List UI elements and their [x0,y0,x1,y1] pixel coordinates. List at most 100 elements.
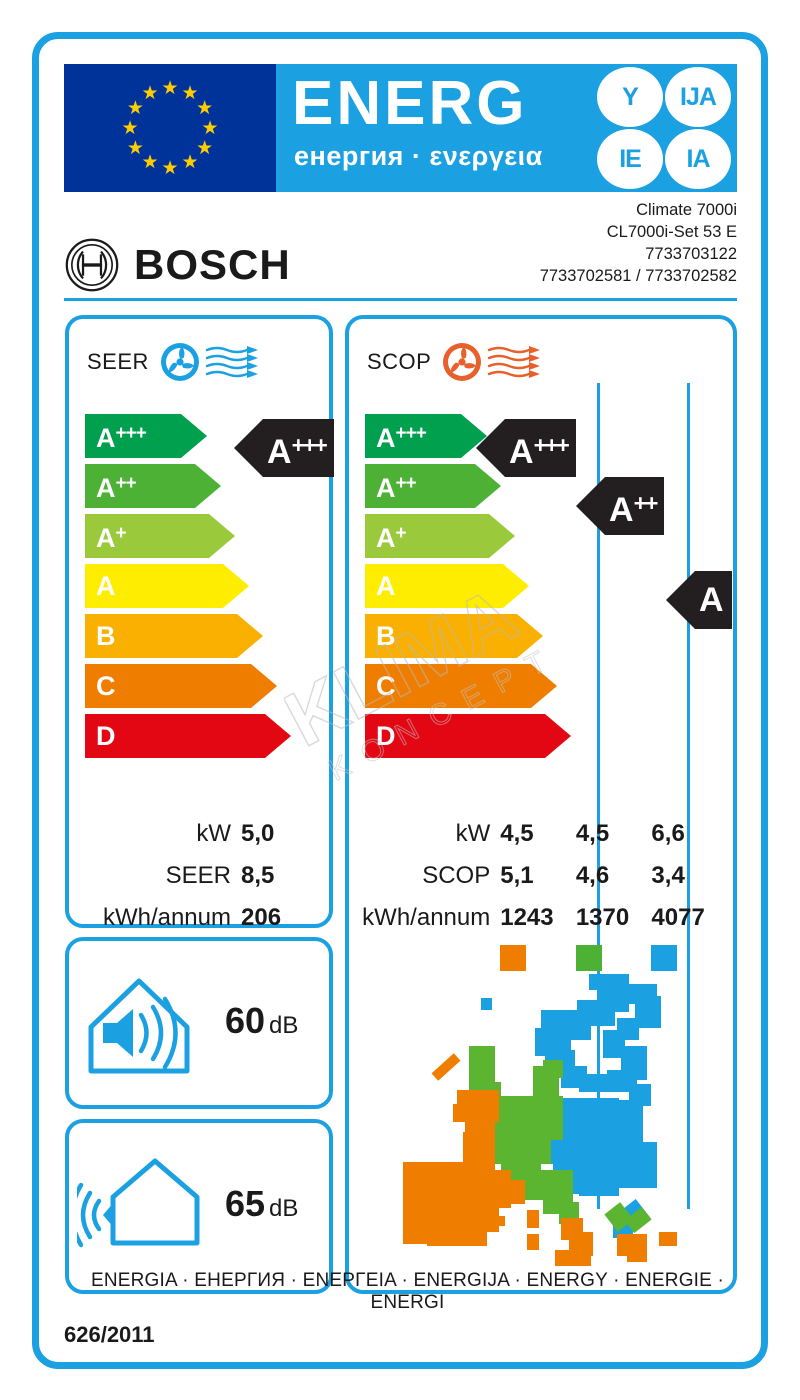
eu-star: ★ [181,152,199,174]
cooling-grade-arrow-tip [195,464,221,508]
heating-value-scop-average: 4,6 [575,862,610,889]
heating-fan-icon [443,343,541,381]
heating-value-kwh-warmer: 1243 [500,904,554,931]
cooling-panel: SEER [65,315,334,931]
product-set-code: CL7000i-Set 53 E [606,223,737,241]
indoor-noise-value: 60 [225,999,266,1041]
heating-values-table: kW 4,5 4,5 6,6 SCOP 5,1 4,6 3,4 kWh/annum 1243 137… [349,813,727,979]
heating-grade-label: A+ [376,523,407,553]
eu-star: ★ [141,152,159,174]
eu-star: ★ [196,137,214,159]
outdoor-noise-value: 65 [225,1183,266,1224]
cooling-grade-label: C [96,670,116,701]
heating-grade-label: A+++ [376,423,427,453]
label-footer: ENERGIA · ЕНЕРГИЯ · ΕΝΕΡΓΕΙΑ · ENERGIJA … [64,1270,737,1348]
zone-swatch-cell [500,945,576,976]
cooling-grade-row: D [85,714,291,758]
outdoor-noise-value-group: 65 dB [225,1186,298,1227]
cooling-grade-row: A++ [85,464,291,508]
cooling-grade-arrow-tip [181,414,207,458]
cooling-grade-arrow-tip [265,714,291,758]
energ-subtitle: енергия · ενεργεια [294,141,543,171]
cooling-grade-label: A+++ [96,423,147,453]
cooling-grade-arrow-tip [251,664,277,708]
cooling-value-row: kWh/annum 206 [69,897,321,939]
cooling-value-label: kWh/annum [102,904,231,931]
bosch-wordmark: BOSCH [134,241,291,288]
cooling-values-table: kW 5,0 SEER 8,5 kWh/annum 206 [69,813,321,939]
heating-grade-arrow-tip [531,664,557,708]
cooling-grade-label: A+ [96,523,127,553]
energ-banner: ENERG енергия · ενεργεια Y IJA IE IA [276,64,737,192]
cooling-value-label: kW [196,820,231,847]
heating-grade-arrow-tip [503,564,529,608]
cooling-rating-badge: A+++ [234,419,334,477]
circle-ia: IA [665,129,731,189]
heating-panel: SCOP [345,315,737,1294]
eu-star: ★ [196,97,214,119]
product-number: 7733703122 [645,245,737,263]
heating-value-kw-warmer: 4,5 [500,820,534,847]
badge-notch [576,477,605,535]
zone-swatch-average [575,945,602,971]
eu-star: ★ [181,82,199,104]
footer-regulation-number: 626/2011 [64,1322,155,1347]
header-divider [64,298,737,301]
heating-grade-row: A+++ [365,414,571,458]
zone-divider-2 [687,383,690,1209]
cooling-mode-header: SEER [87,341,267,383]
outdoor-noise-panel: 65 dB [65,1119,333,1294]
heating-rating-badge-colder: A [666,571,732,629]
heating-value-kw-colder: 6,6 [651,820,685,847]
heating-value-row: SCOP 5,1 4,6 3,4 [349,855,727,897]
heating-value-scop-colder: 3,4 [651,862,685,889]
cooling-grade-arrow-tip [237,614,263,658]
eu-star: ★ [121,117,139,139]
heating-value-kwh-average: 1370 [575,904,630,931]
bosch-armature-icon [65,238,119,292]
zone-swatch-colder [651,945,678,971]
eu-star: ★ [126,137,144,159]
heating-grade-row: A [365,564,571,608]
heating-grade-label: A++ [376,473,417,503]
heating-value-scop-warmer: 5,1 [500,862,534,889]
heating-grade-row: D [365,714,571,758]
cooling-grade-row: A+ [85,514,291,558]
indoor-noise-unit: dB [269,1011,299,1039]
eu-flag-icon: ★ ★ ★ ★ ★ ★ ★ ★ ★ ★ ★ ★ [64,64,276,192]
eu-star: ★ [201,117,219,139]
circle-ija: IJA [665,67,731,127]
circle-y: Y [597,67,663,127]
heating-grade-arrow-tip [517,614,543,658]
indoor-sound-house-icon [88,978,190,1074]
cooling-value-number: 5,0 [241,820,275,847]
cooling-value-row: SEER 8,5 [69,855,321,897]
cooling-value-label: SEER [165,862,231,889]
product-unit-numbers: 7733702581 / 7733702582 [539,267,737,285]
cooling-grade-row: B [85,614,291,658]
heating-grade-row: B [365,614,571,658]
bosch-logo: BOSCH [64,237,291,293]
product-identification: Climate 7000i CL7000i-Set 53 E 773370312… [540,199,737,287]
heating-value-row: kW 4,5 4,5 6,6 [349,813,727,855]
badge-notch [476,419,505,477]
heating-value-kw-average: 4,5 [575,820,610,847]
zone-swatch-row [349,939,727,979]
heating-rating-badge-average: A++ [576,477,665,535]
eu-star: ★ [161,157,179,179]
badge-notch [234,419,263,477]
heating-grade-label: A [376,570,396,601]
indoor-noise-value-group: 60 dB [225,999,299,1044]
product-model-name: Climate 7000i [636,201,737,219]
language-suffix-circles: Y IJA IE IA [597,67,731,189]
heating-rating-text-warmer: A+++ [509,431,570,471]
zone-divider-1 [597,383,600,1209]
heating-rating-text-average: A++ [609,489,658,529]
heating-value-kwh-colder: 4077 [651,904,705,931]
heating-mode-header: SCOP [367,341,549,383]
europe-climate-zones-map [403,974,677,1266]
cooling-grade-row: A+++ [85,414,291,458]
cooling-grade-row: C [85,664,291,708]
heating-mode-label: SCOP [367,349,432,374]
cooling-grade-arrow-tip [223,564,249,608]
